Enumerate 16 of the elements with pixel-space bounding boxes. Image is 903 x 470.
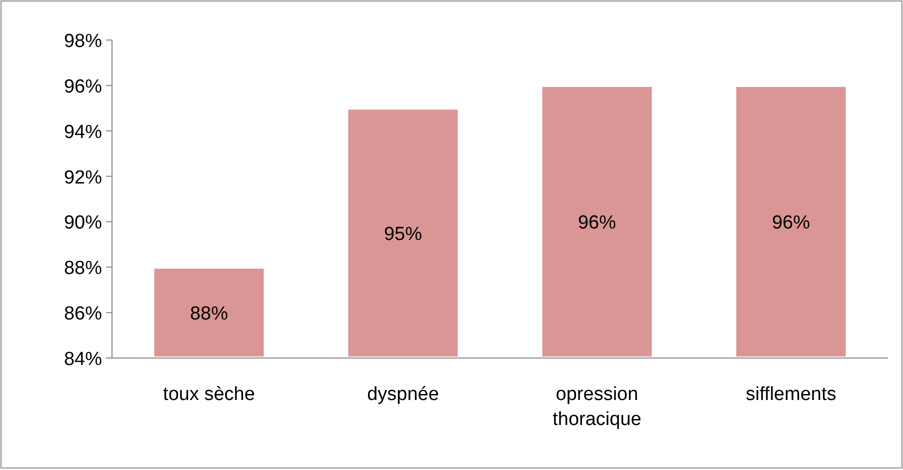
data-label: 88% (190, 304, 228, 325)
y-tick-label: 90% (64, 212, 102, 234)
y-tick-label: 86% (64, 304, 102, 325)
x-tick-label: dyspnée (367, 384, 439, 405)
x-tick-label: opression thoracique (552, 384, 642, 430)
y-tick-label: 92% (64, 167, 102, 188)
y-tick-label: 88% (64, 258, 102, 280)
y-tick-label: 96% (64, 76, 102, 98)
y-tick-label: 94% (64, 122, 102, 143)
x-tick-label: sifflements (746, 384, 836, 405)
y-tick-label: 98% (64, 31, 102, 52)
data-label: 96% (578, 212, 616, 234)
x-tick-label: toux sèche (163, 384, 255, 405)
data-label: 96% (772, 212, 810, 234)
data-label: 95% (384, 224, 422, 246)
y-tick-label: 84% (64, 349, 102, 370)
